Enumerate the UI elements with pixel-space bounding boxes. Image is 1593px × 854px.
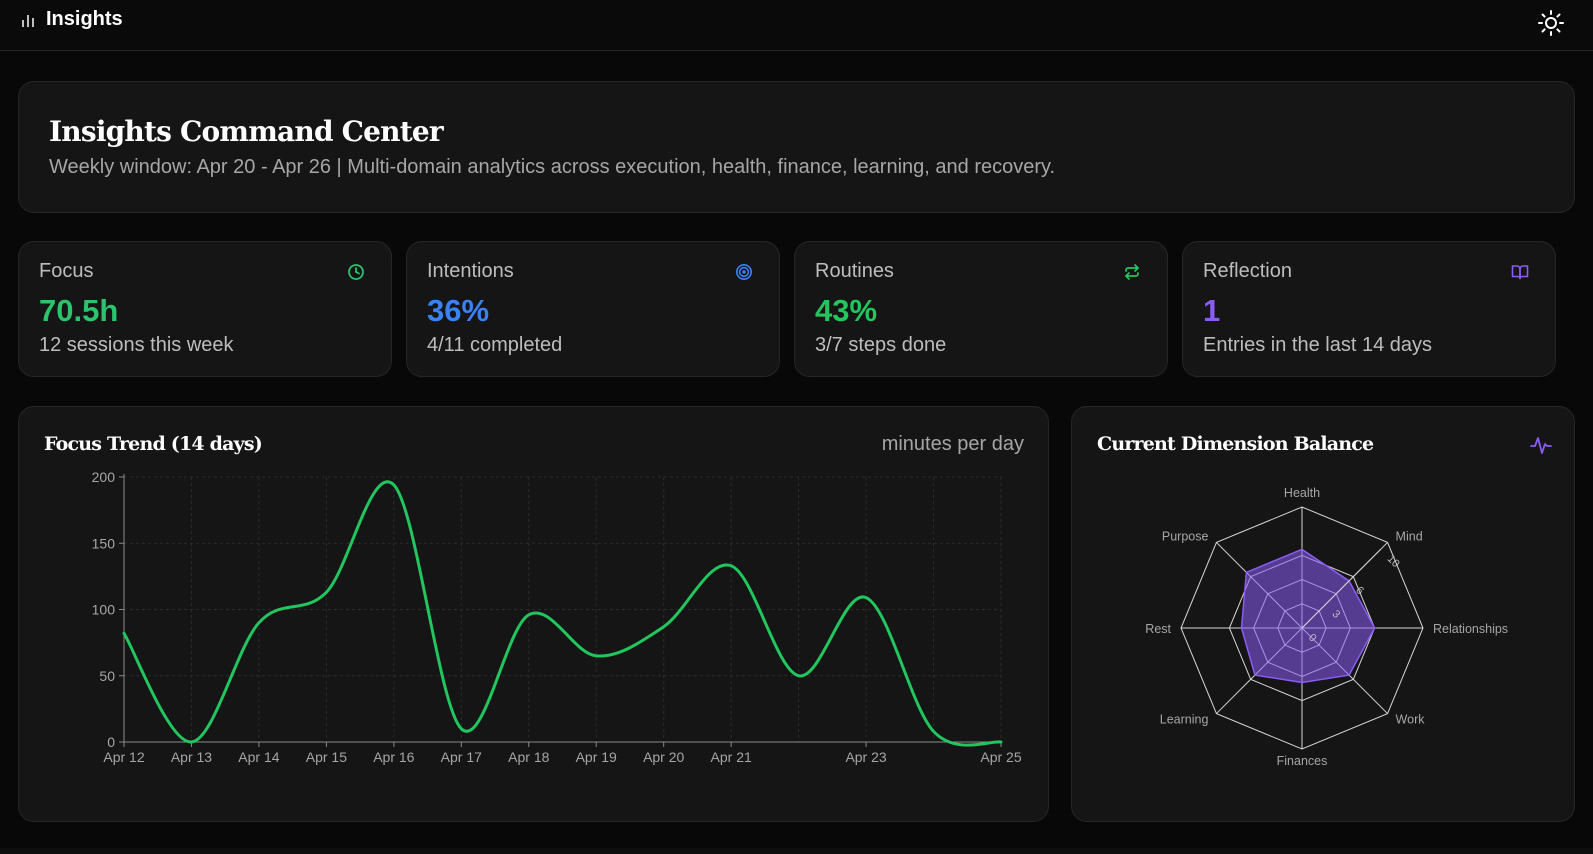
stat-subtext: 12 sessions this week	[39, 334, 234, 356]
page-title: Insights Command Center	[49, 115, 444, 148]
radar-axis-label: Rest	[1145, 622, 1171, 636]
brand[interactable]: Insights	[20, 8, 123, 31]
x-tick-label: Apr 17	[441, 749, 482, 765]
stat-label: Intentions	[427, 260, 514, 282]
sun-icon[interactable]	[1537, 9, 1565, 37]
dimension-balance-card: Current Dimension Balance 0 3 6 10 Health Min…	[1071, 406, 1575, 822]
activity-icon	[1530, 437, 1552, 454]
x-tick-label: Apr 13	[171, 749, 212, 765]
x-tick-label: Apr 19	[576, 749, 617, 765]
y-tick-label: 200	[92, 469, 116, 485]
radar-axis-label: Work	[1396, 713, 1426, 727]
app-title: Insights	[46, 8, 123, 30]
stat-label: Routines	[815, 260, 894, 282]
stat-value: 43%	[815, 293, 878, 328]
stat-value: 36%	[427, 293, 490, 328]
stat-card-focus[interactable]: Focus 70.5h 12 sessions this week	[18, 241, 392, 377]
focus-trend-title: Focus Trend (14 days)	[44, 433, 263, 455]
stat-value: 1	[1203, 293, 1221, 328]
x-tick-label: Apr 20	[643, 749, 684, 765]
radar-axis-label: Mind	[1396, 529, 1423, 543]
radar-radial-axis	[1301, 548, 1382, 629]
x-tick-label: Apr 23	[845, 749, 886, 765]
stat-card-reflection[interactable]: Reflection 1 Entries in the last 14 days	[1182, 241, 1556, 377]
stat-card-intentions[interactable]: Intentions 36% 4/11 completed	[406, 241, 780, 377]
radar-axis-label: Purpose	[1162, 529, 1209, 543]
page-subtitle: Weekly window: Apr 20 - Apr 26 | Multi-d…	[49, 156, 1056, 178]
stat-card-routines[interactable]: Routines 43% 3/7 steps done	[794, 241, 1168, 377]
x-tick-label: Apr 16	[373, 749, 414, 765]
y-tick-label: 50	[99, 668, 115, 684]
stat-subtext: 3/7 steps done	[815, 334, 947, 356]
y-tick-label: 150	[92, 535, 116, 551]
dimension-balance-title: Current Dimension Balance	[1097, 433, 1374, 455]
top-bar: Insights	[0, 0, 1593, 51]
clock-icon	[348, 264, 364, 280]
radar-axis-label: Health	[1284, 486, 1320, 500]
repeat-icon	[1125, 264, 1139, 280]
stat-subtext: Entries in the last 14 days	[1203, 334, 1433, 356]
radar-axis-label: Relationships	[1433, 622, 1508, 636]
radar-axis-label: Finances	[1277, 754, 1328, 768]
x-tick-label: Apr 25	[980, 749, 1021, 765]
x-tick-label: Apr 14	[238, 749, 279, 765]
bar-chart-icon	[22, 14, 34, 27]
stat-label: Reflection	[1203, 260, 1292, 282]
stat-subtext: 4/11 completed	[427, 334, 563, 356]
focus-series-line	[122, 480, 1003, 747]
radar-radial-tick-label: 10	[1385, 553, 1402, 570]
dimension-radar-chart[interactable]: 03610HealthMindRelationshipsWorkFinances…	[1072, 407, 1576, 823]
x-tick-label: Apr 15	[306, 749, 347, 765]
x-tick-label: Apr 18	[508, 749, 549, 765]
x-tick-label: Apr 21	[711, 749, 752, 765]
focus-trend-chart[interactable]: 0 50 100 150 200 Apr 12 Apr 13 Apr 14 Apr 15 Apr …	[19, 407, 1050, 823]
target-icon	[736, 264, 752, 280]
y-tick-label: 0	[107, 734, 115, 750]
stat-label: Focus	[39, 260, 94, 282]
page-bottom-edge	[0, 848, 1593, 854]
radar-series-area	[1240, 548, 1376, 684]
book-open-icon	[1511, 265, 1529, 280]
focus-trend-card: Focus Trend (14 days) minutes per day 0 5…	[18, 406, 1049, 822]
stat-value: 70.5h	[39, 293, 119, 328]
focus-trend-unit: minutes per day	[881, 433, 1024, 455]
x-tick-label: Apr 12	[103, 749, 144, 765]
y-tick-label: 100	[92, 602, 116, 618]
hero-card: Insights Command Center Weekly window: A…	[18, 81, 1575, 213]
radar-axis-label: Learning	[1160, 713, 1209, 727]
